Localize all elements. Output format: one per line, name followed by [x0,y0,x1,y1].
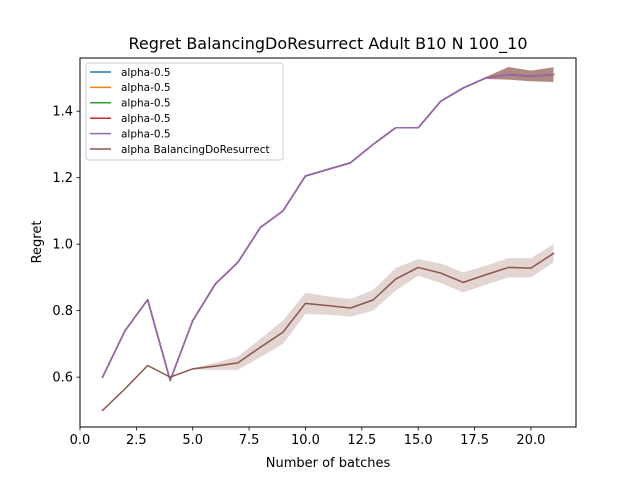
band-alpha-0-5 [463,66,554,88]
legend-entry-label: alpha-0.5 [121,113,171,125]
y-tick-label: 1.4 [52,105,73,120]
x-tick-label: 20.0 [516,433,545,448]
legend: alpha-0.5 alpha-0.5 alpha-0.5 alpha-0.5 alph… [85,62,284,161]
y-axis-ticks: 0.6 0.8 1.0 1.2 1.4 [52,105,80,386]
legend-entry-label: alpha-0.5 [121,67,171,79]
chart-title: Regret BalancingDoResurrect Adult B10 N … [128,34,527,54]
legend-entry-label: alpha-0.5 [121,128,171,140]
x-tick-label: 12.5 [347,433,376,448]
confidence-bands [102,66,554,411]
x-tick-label: 2.5 [126,433,147,448]
y-tick-label: 0.6 [52,371,73,386]
series-line-6 [101,252,555,412]
x-tick-label: 7.5 [239,433,260,448]
y-axis-label: Regret [30,221,45,264]
legend-entry-label: alpha-0.5 [121,82,171,94]
x-tick-label: 10.0 [291,433,320,448]
y-tick-label: 1.2 [52,171,73,186]
legend-entry-label: alpha BalancingDoResurrect [121,144,270,156]
band-alpha-balancingdoresurrect [102,244,554,411]
x-tick-label: 0.0 [70,433,91,448]
series-line-5 [101,73,555,382]
legend-entry-label: alpha-0.5 [121,98,171,110]
plot-area-frame [79,57,577,428]
x-tick-label: 17.5 [460,433,489,448]
x-axis-label: Number of batches [266,456,391,471]
x-tick-label: 5.0 [182,433,203,448]
x-axis-ticks: 0.0 2.5 5.0 7.5 10.0 12.5 15.0 17.5 20.0 [70,427,545,448]
series-lines [101,73,555,412]
y-tick-label: 0.8 [52,304,73,319]
legend-box [85,62,284,161]
y-tick-label: 1.0 [52,238,73,253]
x-tick-label: 15.0 [404,433,433,448]
